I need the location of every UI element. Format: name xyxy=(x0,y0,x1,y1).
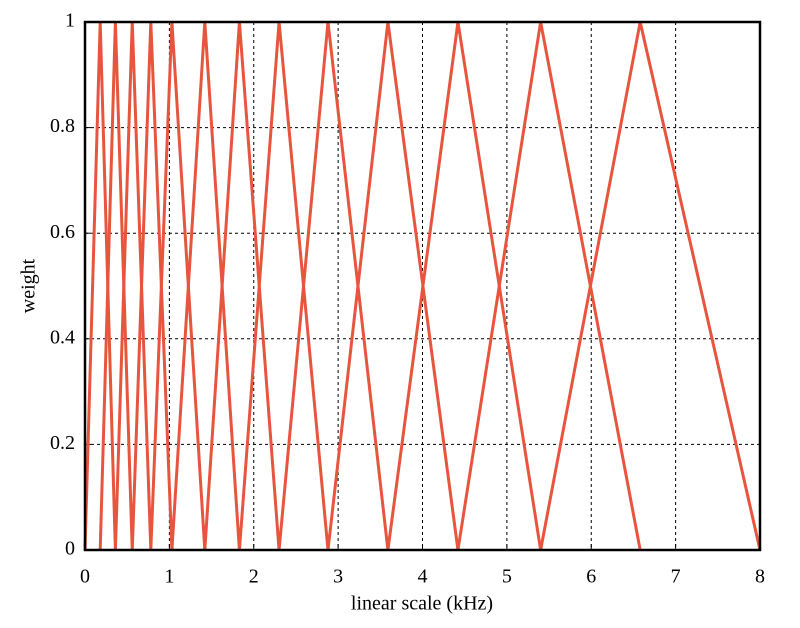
y-tick-label: 1 xyxy=(65,10,75,32)
x-tick-label: 7 xyxy=(671,566,681,588)
y-axis-label: weight xyxy=(18,258,40,313)
y-tick-label: 0 xyxy=(65,538,75,560)
x-tick-label: 0 xyxy=(80,566,90,588)
x-tick-label: 1 xyxy=(164,566,174,588)
x-tick-label: 3 xyxy=(333,566,343,588)
x-tick-label: 2 xyxy=(249,566,259,588)
plot-frame xyxy=(83,20,762,552)
y-tick-label: 0.4 xyxy=(50,326,75,348)
x-tick-label: 4 xyxy=(418,566,428,588)
y-tick-label: 0.8 xyxy=(50,115,75,137)
x-tick-label: 6 xyxy=(586,566,596,588)
x-axis-label: linear scale (kHz) xyxy=(351,593,493,615)
x-tick-label: 5 xyxy=(502,566,512,588)
y-tick-label: 0.6 xyxy=(50,221,75,243)
y-tick-label: 0.2 xyxy=(50,432,75,454)
filter-line xyxy=(98,21,642,551)
x-tick-label: 8 xyxy=(755,566,765,588)
